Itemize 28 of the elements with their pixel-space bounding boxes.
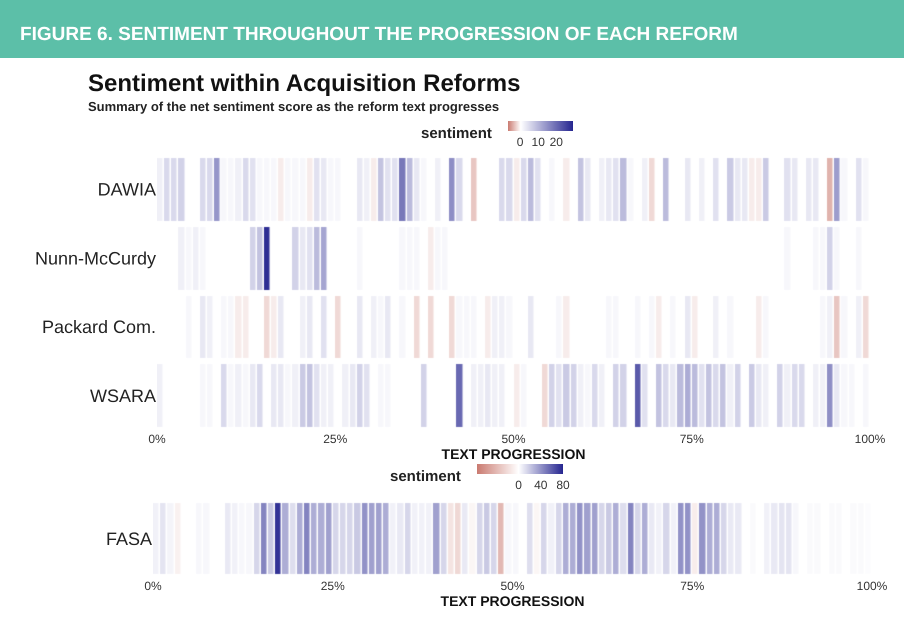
chart-title: Sentiment within Acquisition Reforms [88,70,520,97]
x-tick-label: 50% [500,579,525,593]
x-tick-label: 25% [323,432,348,446]
x-tick-label: 25% [320,579,346,593]
y-tick-label: DAWIA [98,180,156,200]
x-tick-label: 75% [680,579,705,593]
chart-subtitle: Summary of the net sentiment score as the reform text progresses [88,99,500,114]
y-tick-label: WSARA [90,386,156,406]
color-bar-label: 80 [556,478,570,492]
color-bar-title: sentiment [390,468,461,485]
x-axis-title: TEXT PROGRESSION [440,593,584,609]
color-bar-title: sentiment [421,125,492,142]
x-tick-label: 75% [680,432,704,446]
x-tick-label: 100% [856,579,888,593]
x-tick-label: 50% [501,432,526,446]
color-bar-label: 0 [516,134,524,149]
color-bar-label: 20 [550,134,564,149]
x-tick-label: 100% [854,432,886,446]
x-axis-title: TEXT PROGRESSION [442,446,586,462]
x-tick-label: 0% [144,579,162,593]
y-tick-label: Packard Com. [42,317,156,338]
y-tick-label: Nunn-McCurdy [34,248,156,268]
y-tick-label: FASA [106,528,152,549]
color-bar-label: 10 [532,134,546,149]
color-bar-label: 40 [534,478,548,492]
color-bar-label: 0 [515,478,522,492]
caption: FIGURE 6. SENTIMENT THROUGHOUT THE PROGRESSION OF EACH REFORM [20,24,738,45]
x-tick-label: 0% [148,432,166,446]
